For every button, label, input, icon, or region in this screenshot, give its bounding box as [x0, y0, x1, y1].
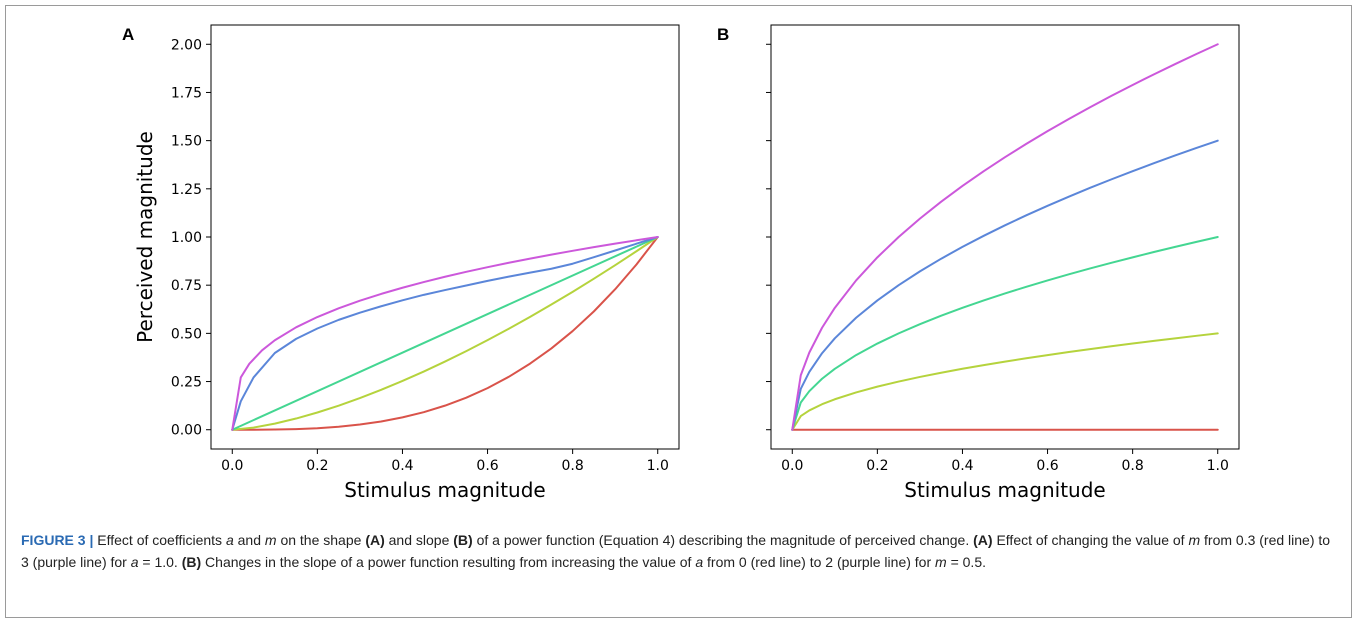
caption-segment: and — [233, 532, 265, 548]
caption-segment: Effect of changing the value of — [992, 532, 1189, 548]
series-line-3 — [231, 236, 659, 431]
x-tick-label: 0.2 — [306, 458, 328, 474]
caption-segment: Changes in the slope of a power function… — [201, 554, 696, 570]
series-line-5 — [791, 43, 1219, 431]
x-tick-label: 0.4 — [391, 458, 413, 474]
y-tick-label: 1.50 — [171, 134, 202, 150]
caption-segment: = 1.0. — [138, 554, 182, 570]
caption-segment: (A) — [365, 532, 385, 548]
series-line-2 — [791, 332, 1219, 431]
caption-segment: of a power function (Equation 4) describ… — [472, 532, 974, 548]
caption-segment: Effect of coefficients — [93, 532, 226, 548]
x-tick-label: 0.0 — [781, 458, 803, 474]
series-line-3 — [791, 236, 1219, 431]
caption-segment: m — [935, 554, 947, 570]
panel-label: A — [122, 25, 134, 44]
panel-label: B — [717, 25, 729, 44]
figure-canvas: 0.0 0.2 0.4 0.6 0.8 1.0 0.00 0.25 0.50 0.75 1.00 1.… — [122, 24, 1240, 502]
y-tick-label: 0.75 — [171, 278, 202, 294]
figure-frame — [5, 5, 1352, 618]
caption-segment: a — [695, 554, 704, 570]
series-line-4 — [231, 236, 659, 431]
y-tick-label: 0.25 — [171, 375, 202, 391]
x-tick-label: 0.6 — [476, 458, 498, 474]
y-tick-label: 1.25 — [171, 182, 202, 198]
x-tick-label: 0.8 — [1122, 458, 1144, 474]
caption-figure-number: FIGURE 3 — [21, 532, 86, 548]
panel-a-chart: 0.0 0.2 0.4 0.6 0.8 1.0 0.00 0.25 0.50 0.75 1.00 1.… — [122, 24, 680, 502]
x-tick-label: 0.0 — [221, 458, 243, 474]
caption-segment: (A) — [973, 532, 993, 548]
plot-area — [210, 24, 680, 450]
y-tick-label: 0.50 — [171, 326, 202, 342]
series-line-5 — [231, 236, 659, 431]
x-tick-label: 0.4 — [951, 458, 973, 474]
caption-segment: (B) — [453, 532, 473, 548]
plot-area — [770, 24, 1240, 450]
caption-segment: and slope — [384, 532, 454, 548]
y-tick-label: 0.00 — [171, 423, 202, 439]
caption-segment: from 0.3 (red line) to 3 (purple line) f… — [21, 532, 1331, 570]
y-tick-label: 1.75 — [171, 85, 202, 101]
caption-segment: a — [130, 554, 139, 570]
caption-segment: from 0 (red line) to 2 (purple line) for — [703, 554, 936, 570]
caption-segment: = 0.5. — [946, 554, 986, 570]
caption-segment: m — [264, 532, 277, 548]
series-line-4 — [791, 139, 1219, 431]
caption-separator: | — [89, 532, 94, 548]
caption-segment: (B) — [181, 554, 202, 570]
x-tick-label: 0.6 — [1036, 458, 1058, 474]
y-tick-label: 2.00 — [171, 37, 202, 53]
x-tick-label: 0.8 — [562, 458, 584, 474]
x-axis-title: Stimulus magnitude — [344, 478, 545, 502]
series-line-1 — [231, 236, 659, 431]
x-tick-label: 1.0 — [1207, 458, 1229, 474]
y-tick-label: 1.00 — [171, 230, 202, 246]
panel-b-chart: 0.0 0.2 0.4 0.6 0.8 1.0 Stimulus magnitude B — [717, 24, 1240, 502]
caption-segment: on the shape — [276, 532, 366, 548]
caption-segment: a — [225, 532, 234, 548]
x-tick-label: 0.2 — [866, 458, 888, 474]
x-tick-label: 1.0 — [647, 458, 669, 474]
x-axis-title: Stimulus magnitude — [904, 478, 1105, 502]
y-axis-title: Perceived magnitude — [133, 131, 157, 343]
caption-segment: m — [1188, 532, 1201, 548]
figure-caption: FIGURE 3 | Effect of coefficients a and … — [21, 529, 1341, 573]
series-line-2 — [231, 236, 659, 431]
caption-body: Effect of coefficients a and m on the sh… — [21, 532, 1330, 570]
